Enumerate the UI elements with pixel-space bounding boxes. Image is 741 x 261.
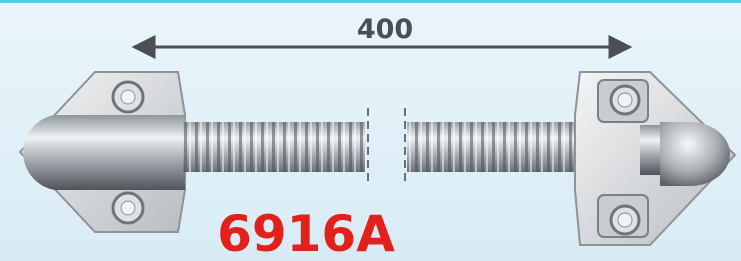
left-spring bbox=[183, 122, 365, 172]
top-border bbox=[0, 0, 741, 3]
product-code: 6916A bbox=[217, 205, 395, 261]
product-image: 400 6916A bbox=[0, 0, 741, 261]
dimension-label: 400 bbox=[357, 14, 413, 45]
